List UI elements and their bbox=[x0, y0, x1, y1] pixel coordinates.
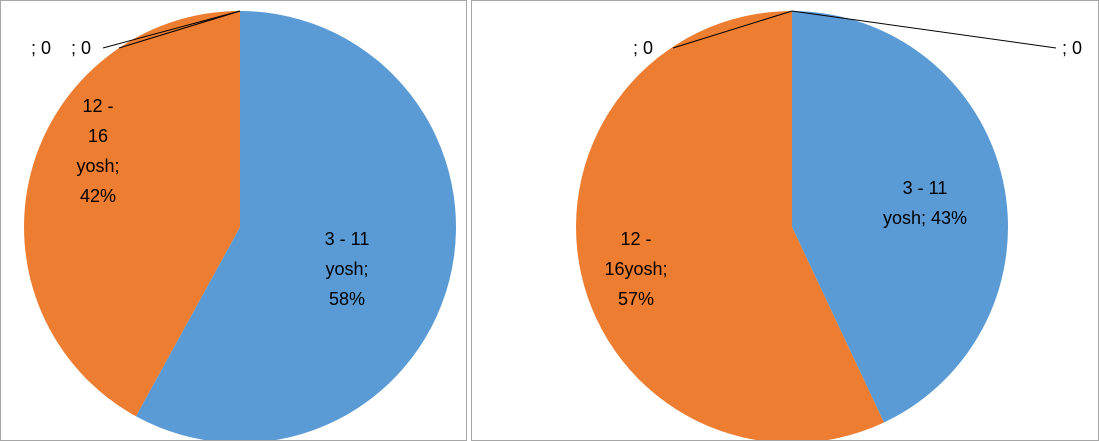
slice-label-left-2: ; 0 bbox=[31, 38, 51, 58]
pie-chart-right: 3 - 11 yosh; 43% 12 -16yosh; 57% ; 0 ; 0 bbox=[576, 10, 1082, 440]
slice-label-right-1: 12 -16yosh; 57% bbox=[604, 229, 667, 309]
slice-label-right-2: ; 0 bbox=[633, 38, 653, 58]
pie-slice-left-0 bbox=[135, 11, 457, 440]
pie-slice-right-1 bbox=[576, 11, 884, 440]
chart-panel-left: 3 - 11 yosh; 58% 12 -16 yosh; 42% ; 0 ; 0 bbox=[0, 0, 467, 441]
chart-panel-right: 3 - 11 yosh; 43% 12 -16yosh; 57% ; 0 ; 0 bbox=[471, 0, 1099, 441]
slice-label-left-1: 12 -16 yosh; 42% bbox=[76, 96, 119, 206]
slice-label-right-0: 3 - 11 yosh; 43% bbox=[883, 178, 967, 228]
pie-slice-right-0 bbox=[792, 11, 1008, 423]
leader-line-left-2 bbox=[102, 10, 241, 49]
leader-line-left-3 bbox=[118, 10, 241, 49]
slice-label-right-3: ; 0 bbox=[1062, 38, 1082, 58]
slice-label-left-0: 3 - 11 yosh; 58% bbox=[325, 229, 370, 309]
pie-chart-left: 3 - 11 yosh; 58% 12 -16 yosh; 42% ; 0 ; 0 bbox=[23, 10, 457, 440]
leader-line-right-3 bbox=[791, 10, 1057, 49]
pie-slice-left-1 bbox=[23, 10, 240, 417]
slice-label-left-3: ; 0 bbox=[71, 38, 91, 58]
leader-line-right-2 bbox=[672, 10, 793, 49]
